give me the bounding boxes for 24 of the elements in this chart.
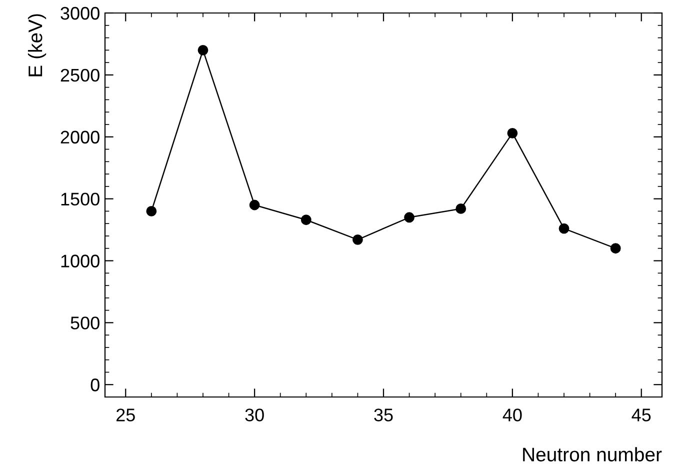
x-tick-label: 25 bbox=[116, 408, 135, 422]
point bbox=[300, 214, 312, 226]
point bbox=[352, 234, 363, 245]
x-tick-label: 35 bbox=[374, 408, 393, 422]
point bbox=[507, 128, 518, 138]
x-axis-title: Neutron number bbox=[523, 447, 662, 462]
point bbox=[558, 223, 570, 234]
x-tick-label: 30 bbox=[245, 408, 264, 422]
y-tick-label: 2000 bbox=[60, 130, 100, 144]
y-tick-label: 2500 bbox=[60, 68, 100, 82]
y-axis-title: E (keV) bbox=[28, 14, 46, 76]
point bbox=[404, 212, 414, 223]
y-tick-label: 0 bbox=[90, 378, 100, 392]
x-tick-label: 40 bbox=[502, 408, 522, 422]
point bbox=[249, 200, 260, 210]
y-tick-label: 1000 bbox=[61, 254, 100, 268]
point bbox=[610, 243, 621, 254]
point bbox=[146, 206, 157, 216]
y-tick-label: 500 bbox=[70, 316, 100, 330]
point bbox=[198, 44, 208, 56]
point bbox=[456, 204, 466, 214]
x-tick-label: 45 bbox=[632, 408, 651, 422]
y-tick-label: 3000 bbox=[60, 6, 100, 20]
y-tick-label: 1500 bbox=[61, 192, 100, 206]
